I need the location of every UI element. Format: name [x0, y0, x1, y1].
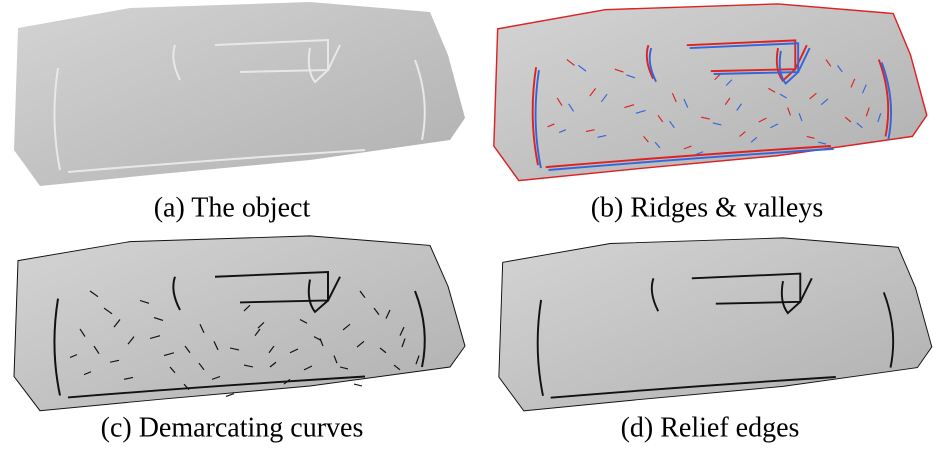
panel-c	[14, 236, 465, 411]
figure: (a) The object (b) Ridges & valleys (c) …	[0, 0, 933, 445]
caption: (d) Relief edges	[621, 412, 800, 443]
caption: (a) The object	[154, 192, 311, 223]
panel-a	[14, 2, 465, 186]
caption: (c) Demarcating curves	[101, 412, 364, 443]
panel-d	[499, 238, 932, 411]
caption: (b) Ridges & valleys	[591, 192, 824, 223]
panel-b	[494, 4, 927, 181]
